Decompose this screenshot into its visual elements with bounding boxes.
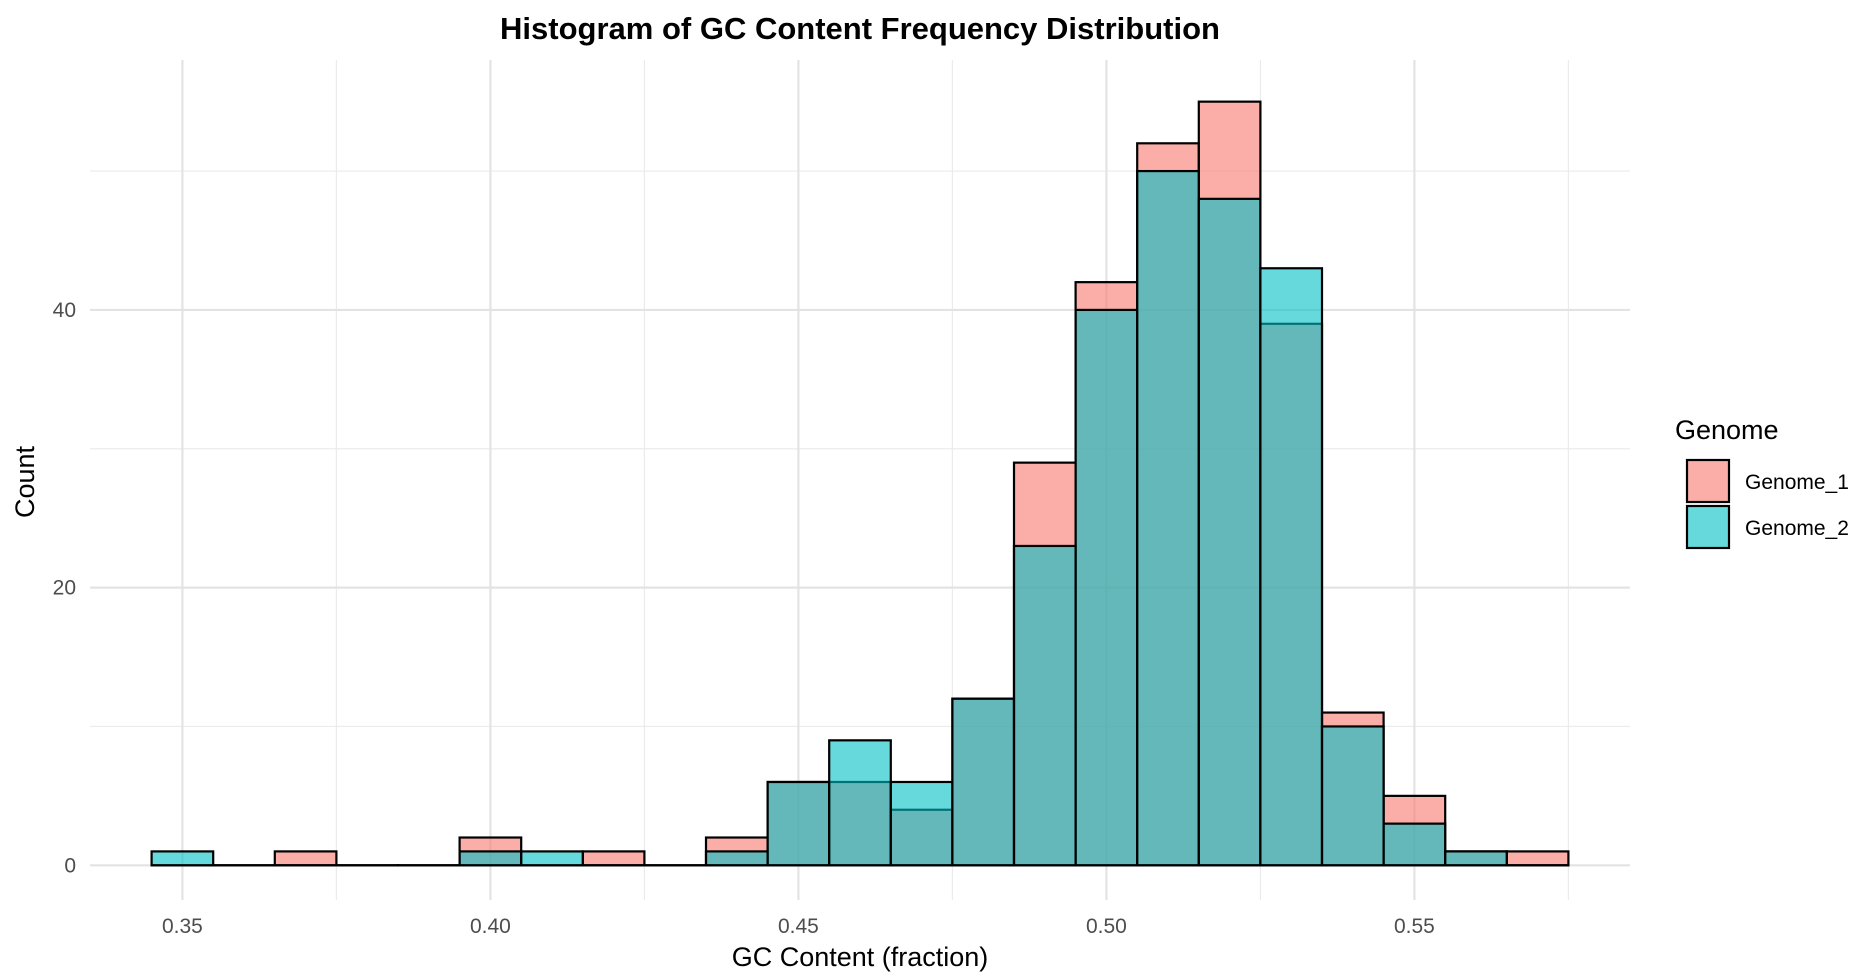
bar-Genome_2-0.49 [1012, 544, 1077, 867]
legend-key-Genome_2 [1685, 504, 1731, 550]
bar-Genome_1-0.37 [273, 850, 338, 867]
x-tick-label: 0.35 [162, 915, 203, 938]
series-Genome_2 [150, 169, 1570, 867]
x-tick-label: 0.55 [1394, 915, 1435, 938]
chart-title: Histogram of GC Content Frequency Distri… [500, 11, 1220, 46]
bar-Genome_2-0.40 [458, 850, 523, 867]
bar-Genome_2-0.50 [1074, 308, 1139, 867]
y-axis-ticks: 0 20 40 [53, 299, 76, 877]
bar-Genome_1-0.42 [581, 850, 646, 867]
bar-Genome_2-0.55 [1382, 822, 1447, 867]
bar-Genome_2-0.45 [766, 780, 831, 867]
bar-Genome_1-0.57 [1505, 850, 1570, 867]
bar-Genome_2-0.52 [1197, 197, 1262, 867]
bar-Genome_2-0.46 [828, 739, 892, 867]
legend-title: Genome [1675, 415, 1779, 445]
x-axis-title: GC Content (fraction) [732, 942, 989, 972]
y-tick-label: 40 [53, 299, 76, 322]
legend-label-Genome_2: Genome_2 [1745, 517, 1849, 540]
bar-Genome_2-0.51 [1136, 169, 1200, 867]
y-axis-title: Count [10, 445, 40, 518]
bar-Genome_2-0.35 [150, 850, 215, 867]
x-tick-label: 0.40 [470, 915, 511, 938]
x-tick-label: 0.50 [1086, 915, 1127, 938]
bar-Genome_2-0.41 [520, 850, 584, 867]
x-tick-label: 0.45 [778, 915, 819, 938]
bar-Genome_2-0.54 [1320, 725, 1385, 867]
bar-Genome_2-0.53 [1259, 267, 1324, 867]
y-tick-label: 0 [64, 854, 76, 877]
legend-key-Genome_1 [1685, 458, 1731, 504]
histogram-bars [150, 100, 1570, 867]
x-axis-ticks: 0.35 0.40 0.45 0.50 0.55 [162, 915, 1435, 938]
bar-Genome_2-0.44 [704, 850, 769, 867]
legend-label-Genome_1: Genome_1 [1745, 471, 1849, 494]
bar-Genome_2-0.47 [889, 780, 954, 867]
bar-Genome_2-0.56 [1444, 850, 1508, 867]
bar-Genome_2-0.48 [951, 697, 1016, 867]
legend: Genome Genome_1 Genome_2 [1675, 415, 1849, 550]
y-tick-label: 20 [53, 577, 76, 600]
